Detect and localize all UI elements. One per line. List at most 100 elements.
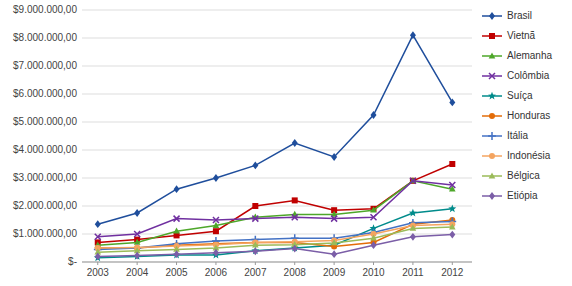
- legend-label: Alemanha: [507, 50, 552, 61]
- point: [95, 253, 101, 261]
- point: [95, 234, 101, 240]
- plot-data: [94, 31, 457, 261]
- point: [213, 228, 219, 234]
- point: [409, 209, 417, 217]
- legend-marker: [489, 153, 495, 159]
- legend-item: Bélgica: [482, 170, 540, 181]
- legend-item: Alemanha: [482, 50, 552, 61]
- point: [370, 235, 377, 241]
- point: [449, 99, 455, 107]
- point: [213, 249, 219, 257]
- series: [94, 177, 455, 247]
- y-tick-label: $2.000.000,00: [13, 200, 77, 211]
- y-tick-label: $9.000.000,00: [13, 4, 77, 15]
- legend-item: Honduras: [482, 110, 550, 121]
- point: [410, 31, 416, 39]
- grid-line: [82, 150, 472, 151]
- legend-marker: [488, 132, 496, 140]
- y-axis: $-$1.000.000,00$2.000.000,00$3.000.000,0…: [13, 4, 77, 267]
- legend-label: Indonésia: [507, 150, 551, 161]
- legend-marker: [489, 172, 496, 178]
- point: [449, 161, 455, 167]
- legend-marker: [489, 52, 496, 58]
- x-tick: [294, 262, 295, 265]
- x-tick-label: 2011: [402, 267, 424, 278]
- point: [134, 239, 141, 245]
- point: [292, 245, 298, 253]
- point: [449, 231, 455, 239]
- y-tick-label: $7.000.000,00: [13, 60, 77, 71]
- chart: $-$1.000.000,00$2.000.000,00$3.000.000,0…: [0, 0, 572, 286]
- point: [174, 185, 180, 193]
- legend-item: Itália: [482, 130, 529, 141]
- x-tick: [97, 262, 98, 265]
- series-line: [98, 209, 453, 258]
- legend-item: Etiópia: [482, 190, 538, 201]
- grid-line: [82, 206, 472, 207]
- x-tick-label: 2008: [284, 267, 307, 278]
- point: [371, 214, 377, 220]
- point: [174, 250, 180, 258]
- legend-marker: [489, 12, 495, 20]
- point: [331, 216, 337, 222]
- legend-label: Brasil: [507, 10, 532, 21]
- point: [174, 216, 180, 222]
- series-line: [98, 235, 453, 257]
- point: [292, 214, 298, 220]
- point: [449, 182, 455, 188]
- series-line: [98, 220, 453, 248]
- y-tick-label: $1.000.000,00: [13, 228, 77, 239]
- x-tick: [137, 262, 138, 265]
- x-tick-label: 2003: [87, 267, 110, 278]
- legend-label: Suíça: [507, 90, 533, 101]
- x-tick-label: 2006: [205, 267, 228, 278]
- point: [213, 174, 219, 182]
- point: [173, 228, 180, 234]
- grid-line: [82, 94, 472, 95]
- y-tick-label: $5.000.000,00: [13, 116, 77, 127]
- series: [95, 221, 456, 251]
- grid-line: [82, 122, 472, 123]
- point: [95, 220, 101, 228]
- x-tick-label: 2012: [441, 267, 464, 278]
- point: [252, 247, 258, 255]
- legend-item: Indonésia: [482, 150, 551, 161]
- point: [371, 241, 377, 249]
- y-tick-label: $6.000.000,00: [13, 88, 77, 99]
- point: [134, 252, 140, 260]
- y-grid: [82, 10, 472, 262]
- grid-line: [82, 262, 472, 263]
- legend-label: Etiópia: [507, 190, 538, 201]
- y-tick-label: $3.000.000,00: [13, 172, 77, 183]
- x-axis: 2003200420052006200720082009201020112012: [82, 262, 472, 278]
- series: [95, 178, 456, 240]
- legend-item: Suíça: [482, 90, 533, 101]
- legend-marker: [488, 92, 496, 100]
- legend-item: Brasil: [482, 10, 532, 21]
- x-tick-label: 2007: [244, 267, 267, 278]
- point: [449, 223, 456, 229]
- x-tick: [255, 262, 256, 265]
- x-tick: [176, 262, 177, 265]
- x-tick-label: 2005: [165, 267, 188, 278]
- x-axis-line: [82, 262, 472, 263]
- x-tick: [412, 262, 413, 265]
- point: [213, 217, 219, 223]
- point: [371, 111, 377, 119]
- legend-label: Vietnã: [507, 30, 536, 41]
- x-tick: [334, 262, 335, 265]
- point: [410, 233, 416, 241]
- grid-line: [82, 66, 472, 67]
- x-tick-label: 2010: [362, 267, 385, 278]
- y-tick-label: $8.000.000,00: [13, 32, 77, 43]
- point: [252, 216, 258, 222]
- x-tick-label: 2009: [323, 267, 346, 278]
- point: [370, 207, 377, 213]
- x-tick: [373, 262, 374, 265]
- point: [410, 177, 417, 183]
- legend-marker: [489, 73, 495, 79]
- point: [292, 139, 298, 147]
- legend-label: Honduras: [507, 110, 550, 121]
- series: [95, 161, 456, 245]
- grid-line: [82, 10, 472, 11]
